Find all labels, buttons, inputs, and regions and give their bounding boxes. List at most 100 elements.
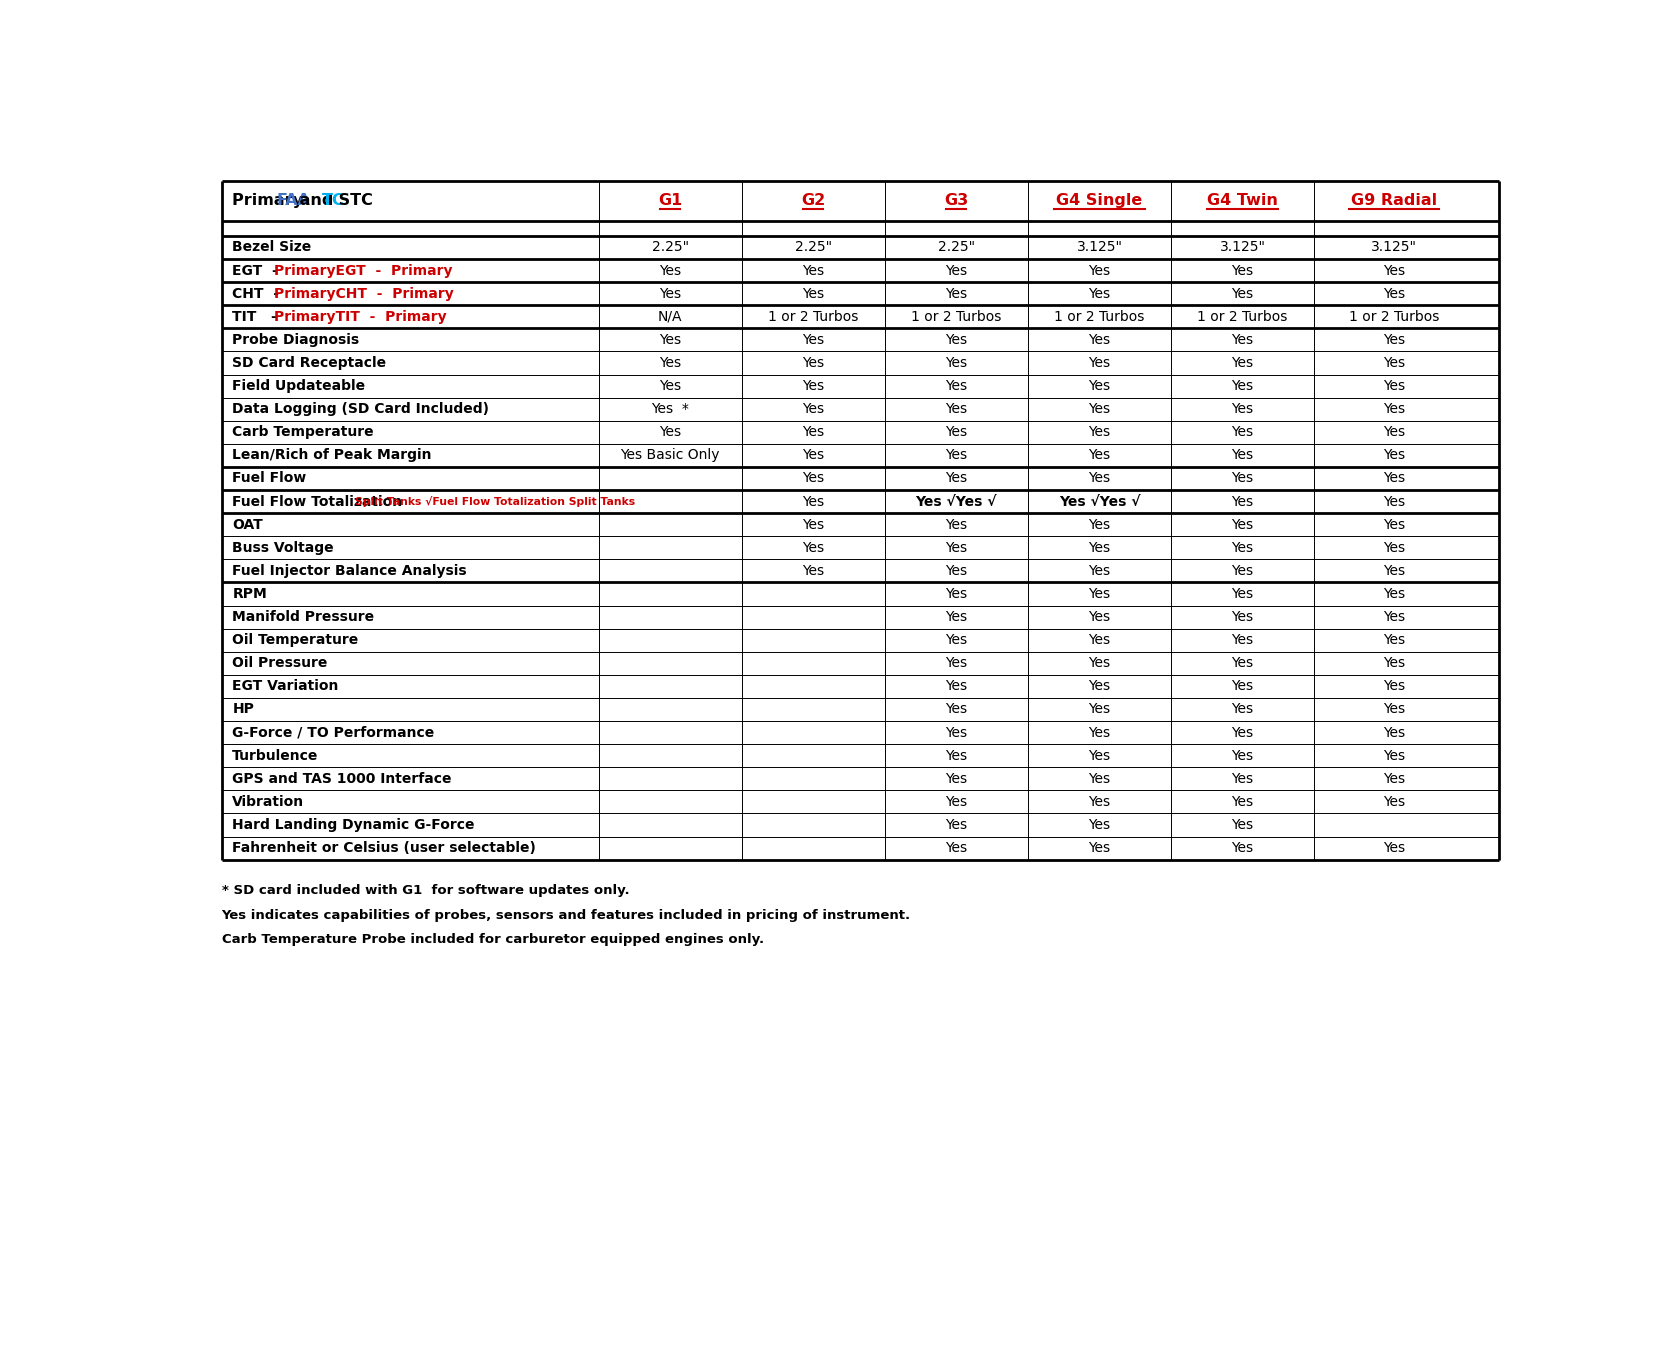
Text: Yes: Yes: [1231, 448, 1254, 462]
Text: Yes: Yes: [1383, 495, 1405, 508]
Text: Yes: Yes: [1231, 679, 1254, 694]
Text: Yes: Yes: [1383, 448, 1405, 462]
Text: Buss Voltage: Buss Voltage: [232, 541, 334, 555]
Text: Yes: Yes: [1088, 771, 1110, 786]
Text: Yes: Yes: [945, 333, 967, 348]
Text: Yes: Yes: [1088, 634, 1110, 647]
Text: Yes: Yes: [803, 541, 824, 555]
Text: N/A: N/A: [658, 309, 682, 324]
Text: Yes: Yes: [1088, 587, 1110, 601]
Text: 3.125": 3.125": [1372, 240, 1417, 255]
Text: 1 or 2 Turbos: 1 or 2 Turbos: [767, 309, 858, 324]
Text: Yes: Yes: [1231, 379, 1254, 393]
Text: Yes: Yes: [1383, 702, 1405, 717]
Text: Yes: Yes: [945, 564, 967, 578]
Text: Yes: Yes: [1383, 379, 1405, 393]
Text: G2: G2: [801, 194, 826, 209]
Text: Yes: Yes: [945, 472, 967, 485]
Text: Yes: Yes: [945, 818, 967, 831]
Text: Yes: Yes: [945, 402, 967, 416]
Text: Yes: Yes: [803, 495, 824, 508]
Text: Yes: Yes: [1088, 286, 1110, 301]
Text: G3: G3: [944, 194, 969, 209]
Text: Yes: Yes: [1231, 333, 1254, 348]
Text: Vibration: Vibration: [232, 795, 304, 808]
Text: 2.25": 2.25": [939, 240, 975, 255]
Text: Yes: Yes: [1088, 333, 1110, 348]
Text: Yes: Yes: [945, 518, 967, 532]
Text: CHT  -: CHT -: [232, 286, 289, 301]
Text: HP: HP: [232, 702, 254, 717]
Text: Yes: Yes: [1383, 356, 1405, 369]
Text: 1 or 2 Turbos: 1 or 2 Turbos: [1348, 309, 1439, 324]
Text: Yes: Yes: [1383, 333, 1405, 348]
Text: 3.125": 3.125": [1076, 240, 1123, 255]
Text: Yes: Yes: [1383, 587, 1405, 601]
Text: Yes: Yes: [1383, 472, 1405, 485]
Text: Yes: Yes: [1383, 286, 1405, 301]
Text: Yes: Yes: [1231, 472, 1254, 485]
Text: Yes: Yes: [1231, 356, 1254, 369]
Text: Yes: Yes: [1383, 841, 1405, 855]
Text: Yes: Yes: [803, 379, 824, 393]
Text: Yes: Yes: [1383, 611, 1405, 624]
Text: Yes: Yes: [1088, 679, 1110, 694]
Text: Yes: Yes: [658, 333, 682, 348]
Text: 3.125": 3.125": [1219, 240, 1266, 255]
Text: Yes: Yes: [1088, 702, 1110, 717]
Text: Yes: Yes: [1383, 564, 1405, 578]
Text: Yes: Yes: [1231, 818, 1254, 831]
Text: Yes: Yes: [945, 725, 967, 740]
Text: Yes: Yes: [1231, 425, 1254, 439]
Text: Yes: Yes: [945, 679, 967, 694]
Text: Yes: Yes: [945, 541, 967, 555]
Text: Field Updateable: Field Updateable: [232, 379, 366, 393]
Text: Yes: Yes: [1088, 356, 1110, 369]
Text: Yes: Yes: [1088, 818, 1110, 831]
Text: Yes: Yes: [1383, 748, 1405, 763]
Text: Yes: Yes: [1231, 748, 1254, 763]
Text: Turbulence: Turbulence: [232, 748, 319, 763]
Text: Yes: Yes: [658, 286, 682, 301]
Text: Data Logging (SD Card Included): Data Logging (SD Card Included): [232, 402, 489, 416]
Text: 1 or 2 Turbos: 1 or 2 Turbos: [1054, 309, 1145, 324]
Text: Yes: Yes: [1088, 795, 1110, 808]
Text: Primary: Primary: [232, 194, 309, 209]
Text: Carb Temperature: Carb Temperature: [232, 425, 374, 439]
Text: Yes: Yes: [1088, 425, 1110, 439]
Text: Yes: Yes: [945, 748, 967, 763]
Text: Yes: Yes: [1231, 564, 1254, 578]
Text: Yes: Yes: [1231, 286, 1254, 301]
Text: and: and: [294, 194, 339, 209]
Text: Fuel Flow: Fuel Flow: [232, 472, 307, 485]
Text: Yes indicates capabilities of probes, sensors and features included in pricing o: Yes indicates capabilities of probes, se…: [222, 909, 910, 921]
Text: 2.25": 2.25": [794, 240, 831, 255]
Text: * SD card included with G1  for software updates only.: * SD card included with G1 for software …: [222, 885, 630, 897]
Text: RPM: RPM: [232, 587, 267, 601]
Text: Carb Temperature Probe included for carburetor equipped engines only.: Carb Temperature Probe included for carb…: [222, 934, 764, 946]
Text: Yes: Yes: [1088, 748, 1110, 763]
Text: Split Tanks √Fuel Flow Totalization Split Tanks: Split Tanks √Fuel Flow Totalization Spli…: [354, 496, 635, 507]
Text: Yes: Yes: [1383, 679, 1405, 694]
Text: Manifold Pressure: Manifold Pressure: [232, 611, 374, 624]
Text: Yes: Yes: [1383, 795, 1405, 808]
Text: PrimaryEGT  -  Primary: PrimaryEGT - Primary: [274, 263, 453, 278]
Text: G1: G1: [658, 194, 682, 209]
Text: Yes: Yes: [803, 472, 824, 485]
Text: Yes: Yes: [1088, 518, 1110, 532]
Text: Yes: Yes: [658, 263, 682, 278]
Text: Yes: Yes: [1383, 263, 1405, 278]
Text: Yes: Yes: [1231, 541, 1254, 555]
Text: Yes: Yes: [1231, 771, 1254, 786]
Text: Lean/Rich of Peak Margin: Lean/Rich of Peak Margin: [232, 448, 432, 462]
Text: Yes: Yes: [945, 425, 967, 439]
Text: G9 Radial: G9 Radial: [1352, 194, 1437, 209]
Text: Yes: Yes: [803, 356, 824, 369]
Text: Yes: Yes: [1088, 564, 1110, 578]
Text: Yes: Yes: [1231, 495, 1254, 508]
Text: Yes: Yes: [945, 356, 967, 369]
Text: Yes: Yes: [945, 795, 967, 808]
Text: Yes: Yes: [803, 263, 824, 278]
Text: 1 or 2 Turbos: 1 or 2 Turbos: [912, 309, 1001, 324]
Text: Yes: Yes: [1088, 725, 1110, 740]
